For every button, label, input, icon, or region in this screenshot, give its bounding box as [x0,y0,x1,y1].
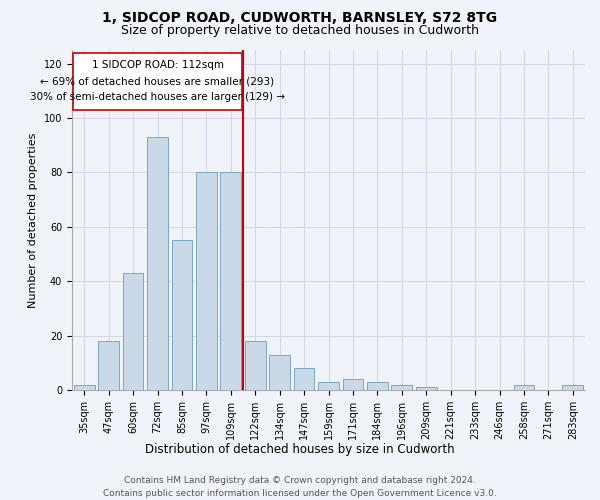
Bar [367,382,388,390]
Bar [122,273,143,390]
Y-axis label: Number of detached properties: Number of detached properties [28,132,38,308]
Text: Contains HM Land Registry data © Crown copyright and database right 2024.: Contains HM Land Registry data © Crown c… [124,476,476,485]
Text: Distribution of detached houses by size in Cudworth: Distribution of detached houses by size … [145,442,455,456]
Bar [196,172,217,390]
Bar [391,384,412,390]
Text: 1, SIDCOP ROAD, CUDWORTH, BARNSLEY, S72 8TG: 1, SIDCOP ROAD, CUDWORTH, BARNSLEY, S72 … [103,11,497,25]
Text: Size of property relative to detached houses in Cudworth: Size of property relative to detached ho… [121,24,479,37]
Bar [318,382,339,390]
Bar [293,368,314,390]
Bar [416,388,437,390]
Bar [514,384,535,390]
Bar [269,354,290,390]
FancyBboxPatch shape [73,52,242,110]
Text: Contains public sector information licensed under the Open Government Licence v3: Contains public sector information licen… [103,489,497,498]
Bar [343,379,364,390]
Text: ← 69% of detached houses are smaller (293): ← 69% of detached houses are smaller (29… [40,76,275,86]
Bar [562,384,583,390]
Text: 30% of semi-detached houses are larger (129) →: 30% of semi-detached houses are larger (… [30,92,285,102]
Bar [74,384,95,390]
Bar [147,137,168,390]
Bar [172,240,193,390]
Bar [245,341,266,390]
Text: 1 SIDCOP ROAD: 112sqm: 1 SIDCOP ROAD: 112sqm [91,60,223,70]
Bar [220,172,241,390]
Bar [98,341,119,390]
